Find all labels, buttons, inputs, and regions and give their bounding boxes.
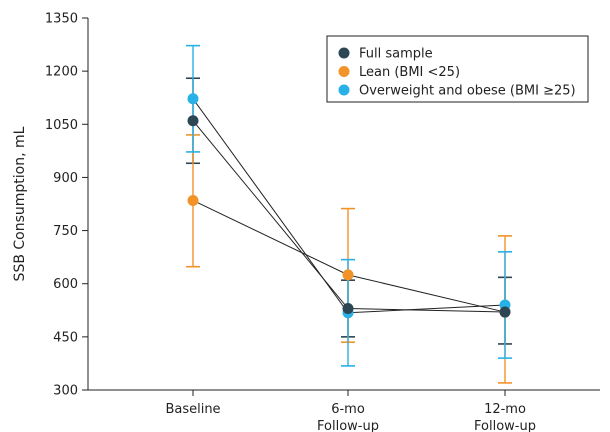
y-tick-label: 750 (53, 224, 78, 239)
legend-marker (338, 47, 350, 59)
x-tick-label: 6-mo (331, 402, 365, 417)
data-point (187, 115, 199, 127)
y-axis-title: SSB Consumption, mL (12, 126, 28, 281)
legend-label: Full sample (359, 47, 433, 62)
data-point (499, 306, 511, 318)
data-point (342, 269, 354, 281)
legend-marker (338, 66, 350, 77)
x-tick-label: 12-mo (484, 402, 526, 417)
axes: 300 450 600 750 900 1050 1200 1350 Baseline 6-mo F… (12, 12, 600, 432)
y-tick-label: 1350 (45, 12, 78, 27)
legend-box (326, 35, 589, 103)
data-point (342, 303, 354, 315)
x-tick-label: Follow-up (474, 419, 536, 432)
x-tick-label: Baseline (165, 402, 220, 417)
y-tick-label: 600 (53, 277, 78, 292)
series-line (192, 200, 506, 313)
y-tick-label: 900 (53, 171, 78, 186)
y-tick-label: 450 (53, 330, 78, 345)
x-tick-label: Follow-up (317, 419, 379, 432)
data-point (187, 194, 199, 206)
data-point (187, 93, 199, 105)
y-tick-label: 1050 (45, 118, 78, 133)
legend: Full sample Lean (BMI <25) Overweight and … (326, 35, 589, 103)
legend-marker (338, 84, 350, 96)
y-tick-label: 300 (53, 384, 78, 399)
legend-label: Overweight and obese (BMI ≥25) (359, 84, 576, 99)
legend-label: Lean (BMI <25) (359, 65, 460, 80)
y-tick-label: 1200 (45, 65, 78, 80)
series-line (192, 120, 506, 313)
data-points (187, 93, 511, 319)
